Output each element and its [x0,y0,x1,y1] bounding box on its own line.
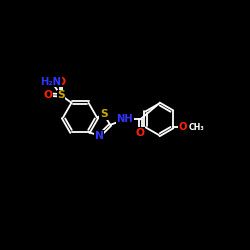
Text: S: S [57,90,65,100]
Text: S: S [100,109,108,119]
Text: H₂N: H₂N [40,77,62,87]
Text: CH₃: CH₃ [188,123,204,132]
Text: O: O [43,90,52,100]
Text: O: O [56,77,66,87]
Text: O: O [136,128,145,138]
Text: O: O [178,122,187,132]
Text: N: N [95,130,104,140]
Text: NH: NH [116,114,133,124]
